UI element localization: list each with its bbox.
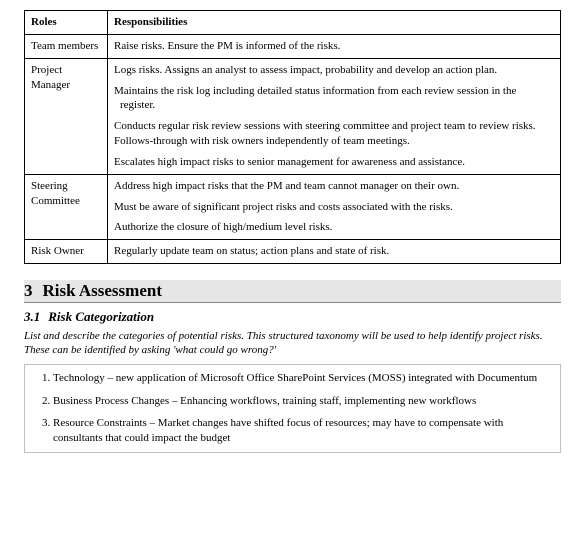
categories-box: Technology – new application of Microsof… <box>24 364 561 453</box>
resp-line: Escalates high impact risks to senior ma… <box>114 155 554 170</box>
header-responsibilities: Responsibilities <box>108 11 561 35</box>
list-item: Technology – new application of Microsof… <box>53 371 552 386</box>
table-row: Risk Owner Regularly update team on stat… <box>25 240 561 264</box>
role-cell: Steering Committee <box>25 174 108 240</box>
categories-list: Technology – new application of Microsof… <box>39 371 552 446</box>
table-header-row: Roles Responsibilities <box>25 11 561 35</box>
section-title: Risk Assessment <box>43 281 163 300</box>
subsection-title: Risk Categorization <box>48 309 154 324</box>
header-roles: Roles <box>25 11 108 35</box>
table-row: Steering Committee Address high impact r… <box>25 174 561 240</box>
resp-line: register. <box>114 98 554 113</box>
role-cell: Risk Owner <box>25 240 108 264</box>
resp-cell: Address high impact risks that the PM an… <box>108 174 561 240</box>
list-item: Business Process Changes – Enhancing wor… <box>53 394 552 409</box>
resp-cell: Raise risks. Ensure the PM is informed o… <box>108 34 561 58</box>
resp-line: Address high impact risks that the PM an… <box>114 179 554 194</box>
table-row: Team members Raise risks. Ensure the PM … <box>25 34 561 58</box>
subsection-number: 3.1 <box>24 309 40 324</box>
resp-line: Conducts regular risk review sessions wi… <box>114 119 554 149</box>
list-item: Resource Constraints – Market changes ha… <box>53 416 552 446</box>
role-cell: Team members <box>25 34 108 58</box>
resp-line: Maintains the risk log including detaile… <box>114 84 554 99</box>
resp-cell: Regularly update team on status; action … <box>108 240 561 264</box>
subsection-heading: 3.1 Risk Categorization <box>24 309 561 325</box>
section-number: 3 <box>24 281 33 300</box>
resp-line: Raise risks. Ensure the PM is informed o… <box>114 39 554 54</box>
section-heading: 3 Risk Assessment <box>24 280 561 303</box>
role-cell: Project Manager <box>25 58 108 174</box>
subsection-description: List and describe the categories of pote… <box>24 329 561 358</box>
resp-cell: Logs risks. Assigns an analyst to assess… <box>108 58 561 174</box>
roles-table: Roles Responsibilities Team members Rais… <box>24 10 561 264</box>
document-page: Roles Responsibilities Team members Rais… <box>0 0 585 550</box>
resp-line: Logs risks. Assigns an analyst to assess… <box>114 63 554 78</box>
table-row: Project Manager Logs risks. Assigns an a… <box>25 58 561 174</box>
resp-line: Must be aware of significant project ris… <box>114 200 554 215</box>
resp-line: Regularly update team on status; action … <box>114 244 554 259</box>
resp-line: Authorize the closure of high/medium lev… <box>114 220 554 235</box>
